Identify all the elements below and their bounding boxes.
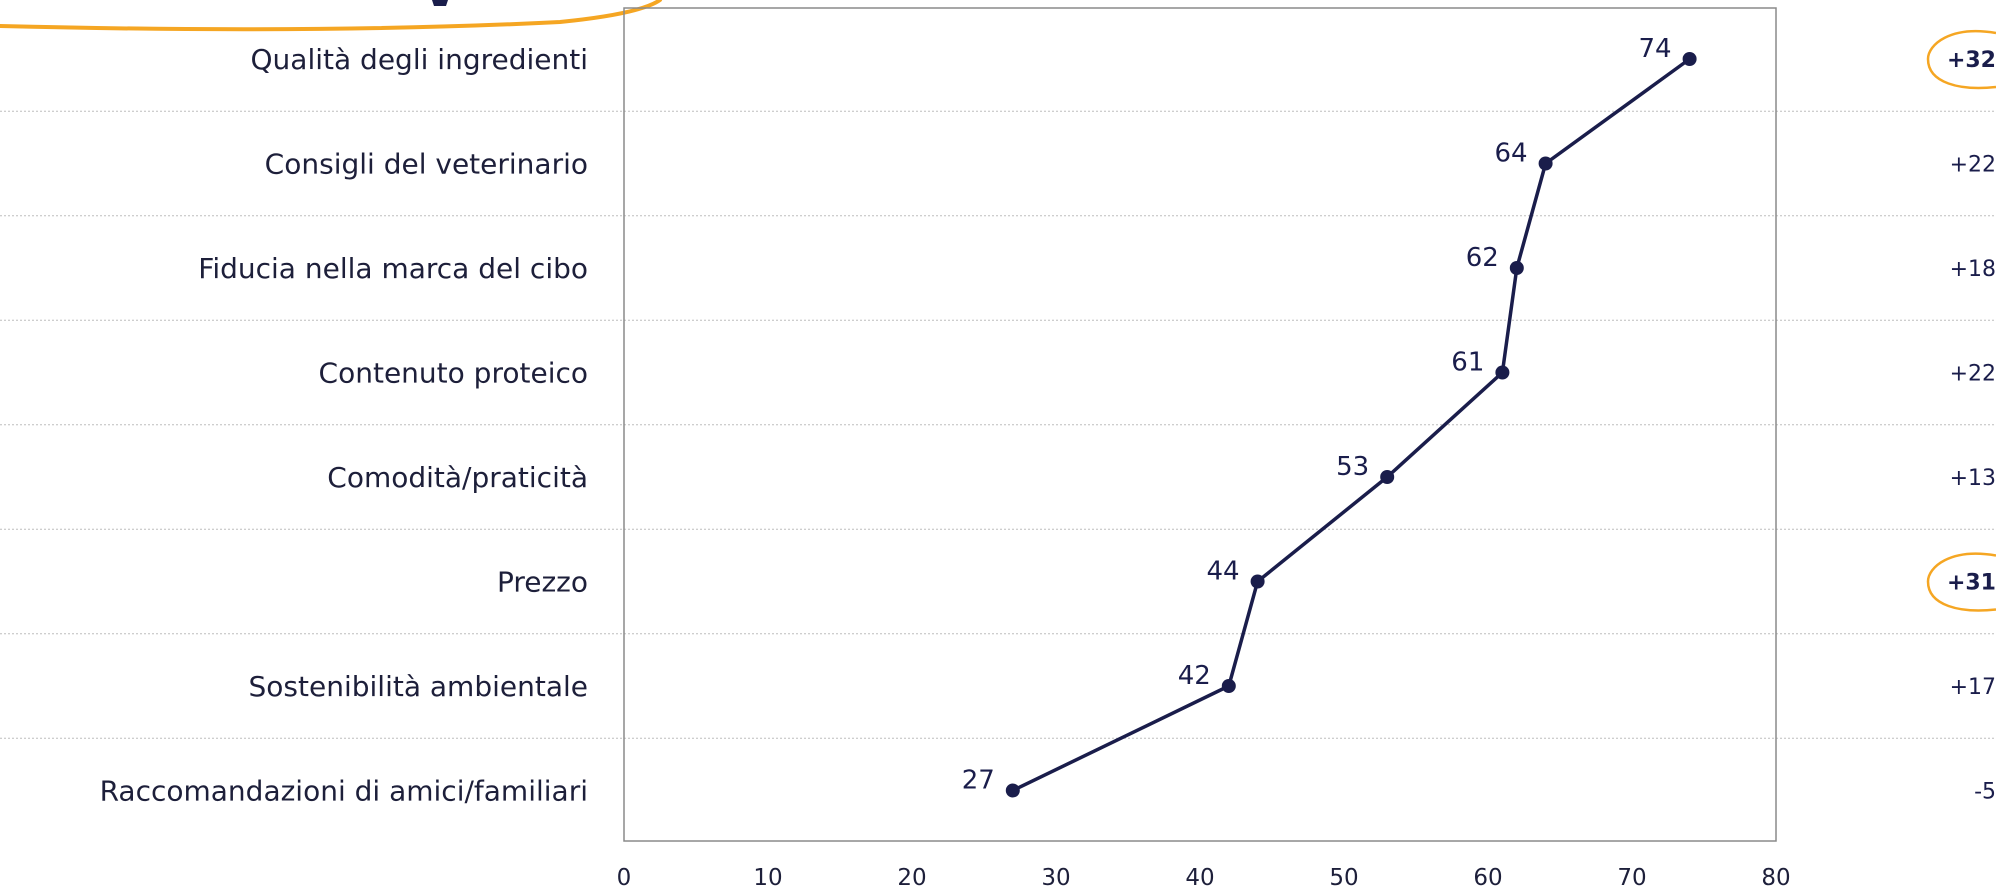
data-point xyxy=(1682,52,1697,66)
data-point xyxy=(1495,365,1510,380)
category-label: Prezzo xyxy=(497,566,588,599)
series-line xyxy=(1012,57,1691,793)
data-label: 64 xyxy=(1495,139,1528,169)
category-labels: Qualità degli ingredienti Consigli del ve… xyxy=(100,43,588,808)
x-tick-label: 20 xyxy=(897,865,926,891)
difference-label: -5 xyxy=(1974,780,1996,805)
data-point xyxy=(1250,574,1265,589)
x-tick-label: 70 xyxy=(1617,865,1646,891)
header-accent-swoosh xyxy=(0,0,662,32)
category-label: Consigli del veterinario xyxy=(265,148,588,181)
data-label: 42 xyxy=(1178,661,1211,691)
data-label: 53 xyxy=(1336,452,1369,482)
x-tick-label: 50 xyxy=(1329,865,1358,891)
difference-label: +13 xyxy=(1950,466,1996,491)
data-point xyxy=(1509,261,1524,275)
plot-frame xyxy=(623,7,1777,842)
data-point xyxy=(1380,470,1395,484)
difference-label: +31 xyxy=(1947,571,1996,596)
x-axis-tick-labels: 0 10 20 30 40 50 60 70 80 xyxy=(617,865,1791,891)
category-label: Contenuto proteico xyxy=(319,357,588,390)
category-label: Comodità/praticità xyxy=(327,461,588,494)
data-label: 62 xyxy=(1466,243,1499,273)
header-accent-mark xyxy=(432,0,448,6)
data-point xyxy=(1538,156,1553,171)
data-label: 27 xyxy=(962,766,995,796)
difference-label: +32 xyxy=(1947,48,1996,73)
data-label: 61 xyxy=(1451,348,1484,378)
x-tick-label: 0 xyxy=(617,865,632,891)
category-label: Qualità degli ingredienti xyxy=(251,43,588,76)
x-tick-label: 40 xyxy=(1185,865,1214,891)
x-tick-label: 80 xyxy=(1761,865,1790,891)
difference-label: +17 xyxy=(1950,675,1996,700)
x-tick-label: 30 xyxy=(1041,865,1070,891)
difference-label: +22 xyxy=(1950,153,1996,178)
row-separators xyxy=(0,110,1996,739)
category-label: Raccomandazioni di amici/familiari xyxy=(100,775,588,808)
x-tick-label: 10 xyxy=(753,865,782,891)
data-labels: 74 64 62 61 53 44 42 27 xyxy=(962,34,1672,796)
data-label: 74 xyxy=(1639,34,1672,64)
data-label: 44 xyxy=(1207,557,1240,587)
difference-label: +18 xyxy=(1950,257,1996,282)
data-point xyxy=(1005,783,1020,798)
difference-label: +22 xyxy=(1950,362,1996,387)
category-label: Fiducia nella marca del cibo xyxy=(198,252,588,285)
category-label: Sostenibilità ambientale xyxy=(249,670,588,703)
difference-labels: +32 +22 +18 +22 +13 +31 +17 -5 xyxy=(1926,30,1996,805)
highlight-circle xyxy=(1926,30,1996,90)
data-point xyxy=(1221,679,1236,693)
highlight-circle xyxy=(1926,552,1996,612)
data-points xyxy=(1005,52,1697,798)
x-tick-label: 60 xyxy=(1473,865,1502,891)
